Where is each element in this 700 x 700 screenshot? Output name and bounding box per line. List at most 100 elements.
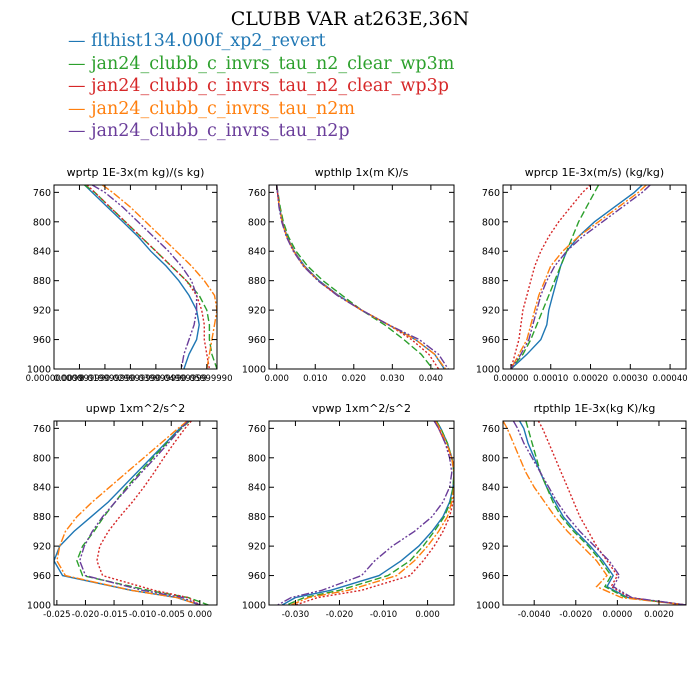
y-tick-label: 800 [248,453,266,464]
y-tick-label: 920 [248,306,266,317]
y-tick-label: 1000 [27,601,51,612]
x-tick-label: 0.000 [265,374,289,384]
plot-frame [268,420,455,606]
series-line [91,185,198,369]
series-line [54,421,201,605]
y-tick-label: 760 [482,424,500,435]
x-tick-label: -0.010 [370,610,397,620]
x-tick-label: 0.00020 [573,374,608,384]
chart-panel: wpthlp 1x(m K)/s76080084088092096010000.… [242,166,455,384]
plot-frame [502,420,687,606]
series-line [510,185,643,369]
y-tick-label: 880 [482,276,500,287]
plot-frame [53,184,218,370]
y-tick-label: 880 [248,276,266,287]
legend-item: — jan24_clubb_c_invrs_tau_n2p [68,120,454,143]
y-tick-label: 1000 [27,365,51,376]
series-line [503,421,686,605]
panel-title: wprcp 1E-3x(m/s) (kg/kg) [525,166,664,179]
y-tick-label: 800 [33,217,51,228]
series-line [277,421,453,605]
y-tick-label: 960 [248,335,266,346]
x-tick-label: 0.030 [380,374,404,384]
y-tick-label: 880 [33,512,51,523]
x-tick-label: 0.0000 [603,610,633,620]
x-tick-label: 0.03999999 [130,374,181,384]
y-tick-label: 880 [482,512,500,523]
x-tick-label: 0.000000000 [26,374,83,384]
series-line [510,185,651,369]
y-tick-label: 1000 [242,365,266,376]
y-tick-label: 840 [33,483,51,494]
y-tick-label: 760 [482,188,500,199]
series-line [286,421,454,605]
series-line [96,421,201,605]
legend-item: — jan24_clubb_c_invrs_tau_n2m [68,98,454,121]
x-tick-label: 0.040 [419,374,443,384]
y-tick-label: 840 [482,483,500,494]
series-line [276,185,445,369]
chart-panel: wprcp 1E-3x(m/s) (kg/kg) 760 800 840 880 920 9… [476,166,688,384]
x-tick-label: 0.05999990 [181,374,232,384]
series-line [76,421,209,605]
y-tick-label: 800 [33,453,51,464]
legend: — flthist134.000f_xp2_revert — jan24_clu… [68,30,454,143]
series-line [56,421,201,605]
series-line [518,421,686,605]
legend-label: jan24_clubb_c_invrs_tau_n2_clear_wp3m [91,53,455,74]
legend-dash-icon: — [68,76,92,96]
panel-title: upwp 1xm^2/s^2 [86,402,186,415]
x-tick-label: 0.04999999 [156,374,207,384]
x-tick-label: 0.02999999 [105,374,156,384]
panel-title: rtpthlp 1E-3x(kg K)/kg [534,402,656,415]
y-tick-label: 760 [248,424,266,435]
y-tick-label: 880 [33,276,51,287]
x-tick-label: 0.010 [303,374,327,384]
x-tick-label: 0.0020 [644,610,674,620]
legend-label: jan24_clubb_c_invrs_tau_n2_clear_wp3p [91,76,449,96]
series-line [86,185,211,369]
x-tick-label: 0.00010 [533,374,568,384]
y-tick-label: 840 [248,247,266,258]
y-tick-label: 760 [33,188,51,199]
chart-panel: vpwp 1xm^2/s^2 760 800 840 880 920 960 1000 -0.0… [242,402,455,620]
plot-frame [502,184,687,370]
x-tick-label: 0.00040 [653,374,688,384]
x-tick-label: 0.00030 [613,374,648,384]
y-tick-label: 880 [248,512,266,523]
x-tick-label: -0.015 [100,610,127,620]
y-tick-label: 840 [33,247,51,258]
series-line [101,185,217,369]
legend-item: — jan24_clubb_c_invrs_tau_n2_clear_wp3m [68,53,454,76]
y-tick-label: 1000 [476,365,500,376]
y-tick-label: 920 [482,542,500,553]
panel-title: vpwp 1xm^2/s^2 [312,402,411,415]
y-tick-label: 1000 [242,601,266,612]
series-line [290,421,454,605]
legend-dash-icon: — [68,98,92,119]
y-tick-label: 920 [482,306,500,317]
series-line [276,185,449,369]
legend-dash-icon: — [68,121,92,141]
y-tick-label: 960 [248,571,266,582]
y-tick-label: 960 [33,571,51,582]
x-tick-label: -0.030 [282,610,309,620]
y-tick-label: 840 [482,247,500,258]
y-tick-label: 960 [33,335,51,346]
x-tick-label: 0.00999999 [54,374,105,384]
panel-title: wprtp 1E-3x(m kg)/(s kg) [67,166,205,179]
x-tick-label: 0.000 [415,610,439,620]
x-tick-label: -0.010 [129,610,156,620]
y-tick-label: 760 [33,424,51,435]
chart-panel: wprtp 1E-3x(m kg)/(s kg) 760 800 840 880 920 9… [26,166,233,384]
series-line [276,185,434,369]
x-tick-label: 0.01999999 [79,374,130,384]
series-line [84,185,200,369]
x-tick-label: 0.000 [188,610,212,620]
legend-dash-icon: — [68,53,92,74]
legend-dash-icon: — [68,31,92,51]
y-tick-label: 840 [248,483,266,494]
y-tick-label: 800 [482,453,500,464]
y-tick-label: 800 [482,217,500,228]
